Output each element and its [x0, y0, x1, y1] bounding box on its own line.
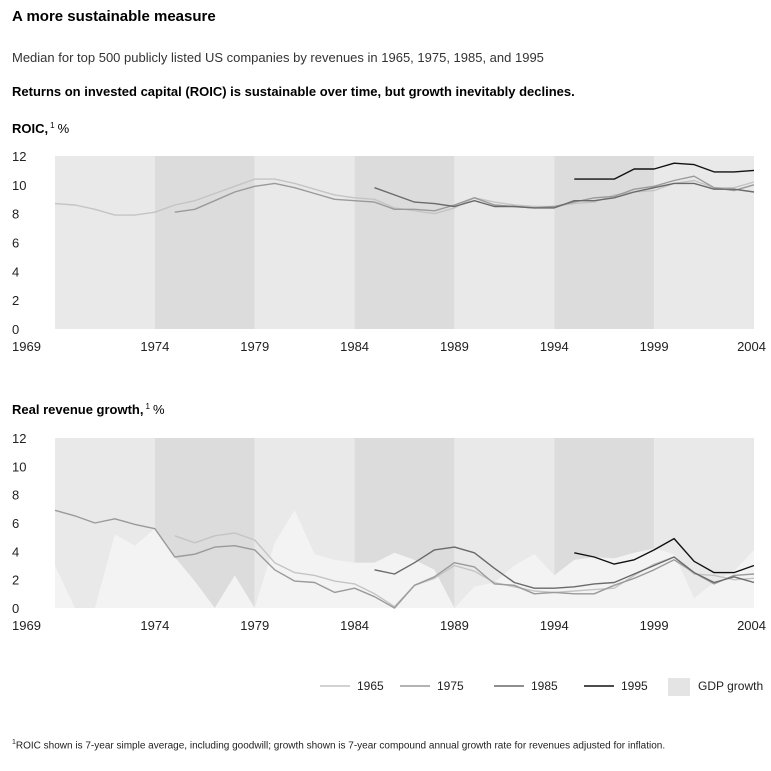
legend-label-1985: 1985 [531, 679, 558, 693]
gdp-growth-area [55, 510, 754, 608]
y-tick-label: 12 [12, 149, 26, 164]
series-line-1995 [574, 537, 755, 574]
x-tick-label: 1999 [640, 618, 669, 633]
legend-swatch-gdp [668, 678, 690, 696]
chart-title-text: ROIC, [12, 121, 48, 136]
x-tick-label: 1974 [140, 339, 169, 354]
x-tick-label: 1969 [12, 618, 41, 633]
y-tick-label: 8 [12, 488, 19, 503]
series-line-1995 [574, 162, 755, 180]
x-tick-label: 1969 [12, 339, 41, 354]
x-tick-label: 1994 [540, 339, 569, 354]
y-tick-label: 0 [12, 601, 19, 616]
background-band [55, 156, 155, 329]
series-line-1975 [54, 509, 755, 609]
y-tick-label: 10 [12, 178, 26, 193]
page-subtitle: Median for top 500 publicly listed US co… [12, 50, 544, 65]
y-tick-label: 2 [12, 293, 19, 308]
y-tick-label: 6 [12, 516, 19, 531]
chart-title-unit: % [153, 402, 165, 417]
x-tick-label: 1999 [640, 339, 669, 354]
y-tick-label: 2 [12, 573, 19, 588]
series-line-1985 [374, 546, 755, 589]
background-band [254, 156, 355, 329]
y-tick-label: 6 [12, 236, 19, 251]
chart-title-sup: 1 [50, 121, 55, 130]
x-tick-label: 1974 [140, 618, 169, 633]
footnote-marker: 1 [12, 739, 16, 746]
chart-title: Real revenue growth, 1% [12, 402, 165, 417]
page-title: A more sustainable measure [12, 8, 216, 25]
x-tick-label: 1984 [340, 618, 369, 633]
x-tick-label: 1989 [440, 618, 469, 633]
x-tick-label: 1989 [440, 339, 469, 354]
series-line-1965 [174, 532, 755, 608]
x-tick-label: 2004 [737, 339, 766, 354]
background-band [554, 156, 655, 329]
series-line-1975 [174, 175, 755, 213]
x-tick-label: 1984 [340, 339, 369, 354]
chart-title-sup: 1 [145, 402, 150, 411]
background-band [454, 156, 555, 329]
x-tick-label: 1979 [240, 339, 269, 354]
chart-title-text: Real revenue growth, [12, 402, 143, 417]
y-tick-label: 12 [12, 431, 26, 446]
y-tick-label: 8 [12, 207, 19, 222]
legend-label-gdp: GDP growth [698, 679, 763, 693]
chart-title: ROIC, 1% [12, 121, 70, 136]
footnote-text: ROIC shown is 7-year simple average, inc… [15, 740, 666, 752]
legend-label-1965: 1965 [357, 679, 384, 693]
background-band [354, 156, 455, 329]
chart-title-unit: % [58, 121, 70, 136]
y-tick-label: 4 [12, 264, 19, 279]
headline: Returns on invested capital (ROIC) is su… [12, 84, 575, 99]
x-tick-label: 2004 [737, 618, 766, 633]
series-line-1985 [374, 182, 755, 209]
x-tick-label: 1979 [240, 618, 269, 633]
x-tick-label: 1994 [540, 618, 569, 633]
legend-label-1975: 1975 [437, 679, 464, 693]
y-tick-label: 4 [12, 544, 19, 559]
y-tick-label: 10 [12, 459, 26, 474]
footnote: 1ROIC shown is 7-year simple average, in… [12, 736, 757, 752]
background-band [154, 156, 255, 329]
y-tick-label: 0 [12, 322, 19, 337]
legend-label-1995: 1995 [621, 679, 648, 693]
